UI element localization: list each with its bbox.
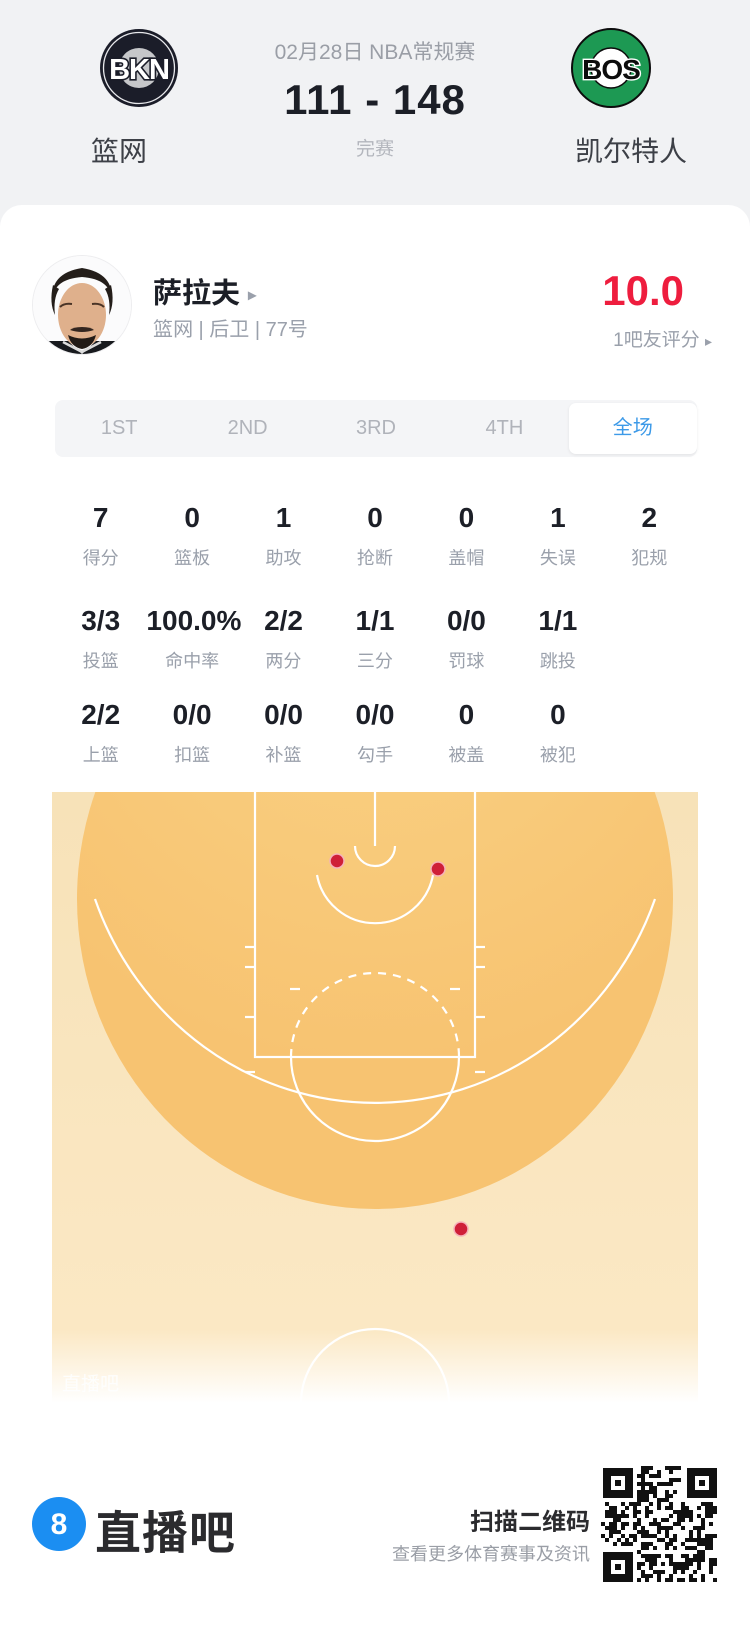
svg-text:BKN: BKN	[109, 54, 169, 86]
svg-text:直播吧: 直播吧	[62, 1373, 119, 1395]
svg-text:BOS: BOS	[582, 54, 640, 85]
svg-text:8: 8	[51, 1508, 68, 1541]
